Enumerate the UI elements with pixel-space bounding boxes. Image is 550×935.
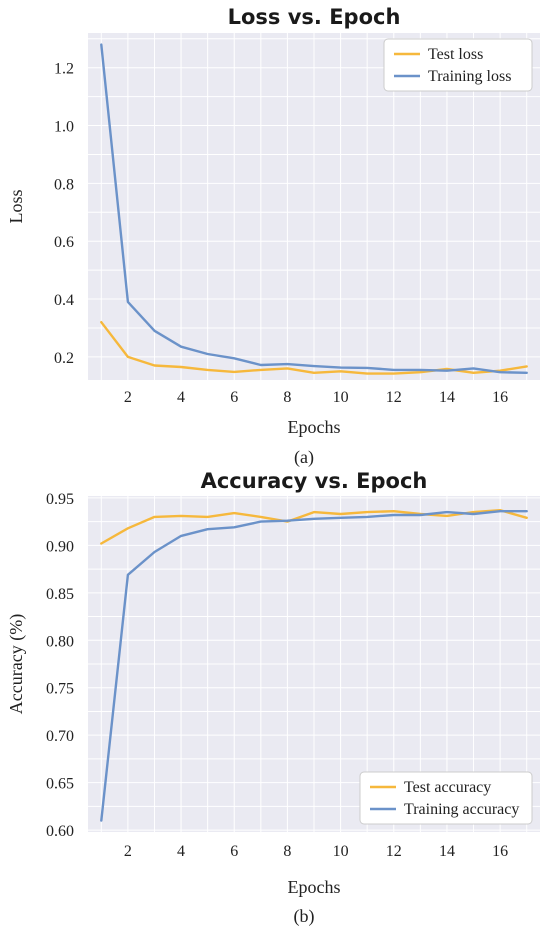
y-tick-label: 0.90 — [46, 538, 74, 555]
x-axis-label: Epochs — [288, 877, 341, 897]
y-tick-label: 1.0 — [54, 119, 74, 136]
x-tick-label: 10 — [333, 389, 349, 406]
figure-caption: (a) — [294, 447, 314, 468]
y-tick-label: 0.4 — [54, 292, 74, 309]
y-tick-label: 0.6 — [54, 234, 74, 251]
x-tick-label: 12 — [386, 843, 402, 860]
x-tick-label: 14 — [439, 843, 455, 860]
x-tick-label: 4 — [177, 389, 185, 406]
x-tick-label: 6 — [230, 843, 238, 860]
x-tick-label: 16 — [492, 389, 508, 406]
x-tick-label: 14 — [439, 389, 455, 406]
x-tick-label: 8 — [283, 843, 291, 860]
chart-title: Accuracy vs. Epoch — [201, 469, 428, 493]
y-tick-label: 0.70 — [46, 728, 74, 745]
y-tick-label: 0.2 — [54, 350, 74, 367]
loss-chart: Loss vs. Epoch 2 4 6 8 10 12 14 16 0.2 0.4 0.6 0.8 1.… — [6, 5, 540, 468]
x-tick-label: 4 — [177, 843, 185, 860]
x-tick-label: 16 — [492, 843, 508, 860]
x-tick-label: 2 — [124, 843, 132, 860]
x-axis-label: Epochs — [288, 417, 341, 437]
y-tick-label: 0.60 — [46, 823, 74, 840]
accuracy-chart: Accuracy vs. Epoch 2 4 6 8 10 12 14 16 0.60 0.65 0.… — [6, 469, 540, 927]
y-tick-label: 0.75 — [46, 681, 74, 698]
y-tick-label: 0.80 — [46, 633, 74, 650]
chart-title: Loss vs. Epoch — [228, 5, 401, 29]
x-tick-label: 2 — [124, 389, 132, 406]
y-tick-label: 0.95 — [46, 491, 74, 508]
y-tick-label: 0.8 — [54, 176, 74, 193]
legend: Test accuracy Training accuracy — [360, 772, 532, 824]
x-tick-label: 12 — [386, 389, 402, 406]
legend-entry: Training loss — [428, 68, 511, 85]
y-tick-label: 0.65 — [46, 776, 74, 793]
y-axis-label: Loss — [6, 189, 26, 223]
x-tick-label: 10 — [333, 843, 349, 860]
legend-entry: Test loss — [428, 46, 483, 63]
legend-entry: Training accuracy — [404, 801, 519, 818]
figure-caption: (b) — [294, 906, 315, 927]
x-tick-label: 8 — [283, 389, 291, 406]
y-tick-label: 0.85 — [46, 586, 74, 603]
x-tick-label: 6 — [230, 389, 238, 406]
legend: Test loss Training loss — [384, 39, 532, 91]
y-axis-label: Accuracy (%) — [6, 614, 27, 714]
legend-entry: Test accuracy — [404, 779, 491, 796]
y-tick-label: 1.2 — [54, 61, 74, 78]
